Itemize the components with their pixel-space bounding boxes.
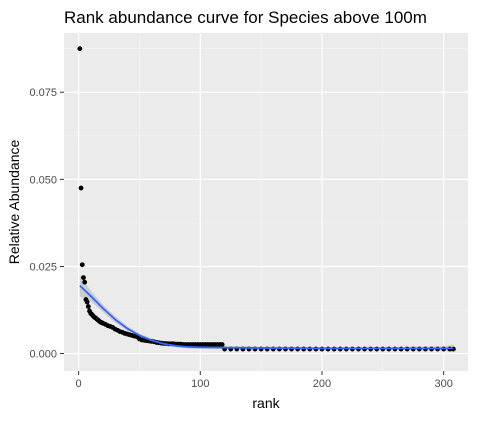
plot-panel	[64, 33, 468, 371]
smooth-line-layer	[79, 284, 454, 350]
minor-gridlines	[64, 33, 468, 371]
smooth-line	[79, 284, 454, 350]
y-tick-label: 0.050	[29, 174, 57, 186]
y-tick-label: 0.075	[29, 87, 57, 99]
x-tick-label: 100	[191, 378, 209, 390]
y-axis-ticks: 0.000 0.025 0.050 0.075	[29, 87, 64, 361]
x-axis-ticks: 0 100 200 300	[76, 371, 453, 390]
x-tick-label: 200	[313, 378, 331, 390]
y-tick-label: 0.025	[29, 261, 57, 273]
x-tick-label: 300	[434, 378, 452, 390]
data-point	[219, 342, 225, 347]
y-tick-label: 0.000	[29, 349, 57, 361]
data-point	[78, 185, 84, 191]
data-point	[82, 279, 88, 285]
x-axis-title: rank	[252, 395, 280, 411]
major-gridlines	[64, 33, 468, 371]
chart-title: Rank abundance curve for Species above 1…	[64, 8, 427, 27]
data-point	[77, 46, 83, 52]
data-point	[84, 299, 90, 305]
data-point	[81, 275, 86, 281]
data-point	[79, 262, 85, 268]
y-axis-title: Relative Abundance	[6, 140, 22, 265]
data-point	[85, 304, 91, 309]
x-tick-label: 0	[76, 378, 82, 390]
